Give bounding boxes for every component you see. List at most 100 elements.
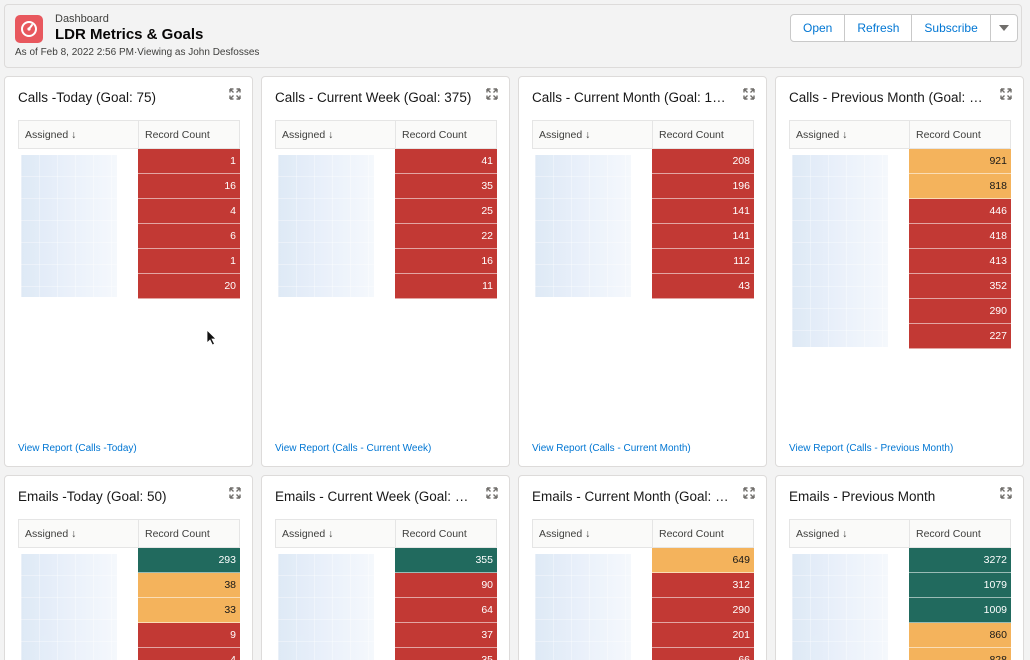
record-count-cell: 1 — [138, 249, 240, 274]
expand-icon[interactable] — [229, 88, 241, 100]
table-header: Assigned ↓ Record Count — [275, 120, 497, 149]
open-button[interactable]: Open — [791, 15, 846, 41]
expand-icon[interactable] — [1000, 487, 1012, 499]
record-count-cell: 413 — [909, 249, 1011, 274]
report-table: Assigned ↓ Record Count 649 312 290 201 … — [532, 519, 754, 660]
view-report-link[interactable]: View Report (Calls -Today) — [18, 443, 137, 454]
assigned-column-header[interactable]: Assigned ↓ — [19, 121, 139, 148]
card-title: Emails - Current Week (Goal: 250) — [275, 489, 475, 504]
table-header: Assigned ↓ Record Count — [18, 519, 240, 548]
dashboard-card: Calls - Current Month (Goal: 1500) Assig… — [518, 76, 767, 467]
record-count-cell: 35 — [395, 648, 497, 660]
table-body: 355 90 64 37 35 — [275, 548, 497, 660]
table-body: 208 196 141 141 112 43 — [532, 149, 754, 299]
record-count-cell: 35 — [395, 174, 497, 199]
dashboard-card: Emails - Current Week (Goal: 250) Assign… — [261, 475, 510, 660]
record-count-cell: 208 — [652, 149, 754, 174]
report-table: Assigned ↓ Record Count 355 90 64 37 35 — [275, 519, 497, 660]
report-table: Assigned ↓ Record Count 293 38 33 9 4 — [18, 519, 240, 660]
record-count-cell: 6 — [138, 224, 240, 249]
assigned-column-header[interactable]: Assigned ↓ — [276, 520, 396, 547]
assigned-column-header[interactable]: Assigned ↓ — [533, 121, 653, 148]
redacted-names — [21, 554, 117, 660]
record-count-column-header[interactable]: Record Count — [145, 527, 210, 540]
record-count-cell: 201 — [652, 623, 754, 648]
assigned-column-header[interactable]: Assigned ↓ — [790, 121, 910, 148]
record-count-cell: 4 — [138, 648, 240, 660]
record-count-column-header[interactable]: Record Count — [402, 128, 467, 141]
record-count-cell: 818 — [909, 174, 1011, 199]
dashboard-card: Emails - Current Month (Goal: 1… Assigne… — [518, 475, 767, 660]
record-count-cell: 16 — [138, 174, 240, 199]
table-body: 293 38 33 9 4 — [18, 548, 240, 660]
record-count-cell: 828 — [909, 648, 1011, 660]
table-body: 3272 1079 1009 860 828 — [789, 548, 1011, 660]
card-title: Emails - Previous Month — [789, 489, 936, 504]
subscribe-button[interactable]: Subscribe — [912, 15, 991, 41]
record-count-column-header[interactable]: Record Count — [659, 527, 724, 540]
card-title: Calls -Today (Goal: 75) — [18, 90, 157, 105]
expand-icon[interactable] — [486, 88, 498, 100]
report-table: Assigned ↓ Record Count 921 818 446 418 … — [789, 120, 1011, 349]
table-row[interactable]: 64 — [275, 598, 497, 623]
card-title: Emails - Current Month (Goal: 1… — [532, 489, 732, 504]
record-count-column-header[interactable]: Record Count — [402, 527, 467, 540]
mouse-cursor-icon — [207, 330, 217, 346]
assigned-column-header[interactable]: Assigned ↓ — [276, 121, 396, 148]
view-report-link[interactable]: View Report (Calls - Current Week) — [275, 443, 432, 454]
redacted-names — [278, 554, 374, 660]
record-count-cell: 1 — [138, 149, 240, 174]
record-count-cell: 196 — [652, 174, 754, 199]
dashboard-card: Emails -Today (Goal: 50) Assigned ↓ Reco… — [4, 475, 253, 660]
table-header: Assigned ↓ Record Count — [789, 120, 1011, 149]
view-report-link[interactable]: View Report (Calls - Current Month) — [532, 443, 691, 454]
record-count-cell: 3272 — [909, 548, 1011, 573]
assigned-column-header[interactable]: Assigned ↓ — [19, 520, 139, 547]
assigned-column-header[interactable]: Assigned ↓ — [533, 520, 653, 547]
expand-icon[interactable] — [486, 487, 498, 499]
assigned-column-header[interactable]: Assigned ↓ — [790, 520, 910, 547]
dashboard-card: Calls - Previous Month (Goal: 15… Assign… — [775, 76, 1024, 467]
report-table: Assigned ↓ Record Count 208 196 141 141 … — [532, 120, 754, 299]
record-count-column-header[interactable]: Record Count — [145, 128, 210, 141]
record-count-column-header[interactable]: Record Count — [659, 128, 724, 141]
record-count-cell: 921 — [909, 149, 1011, 174]
header-actions: Open Refresh Subscribe — [790, 14, 1018, 42]
dashboard-card: Emails - Previous Month Assigned ↓ Recor… — [775, 475, 1024, 660]
view-report-link[interactable]: View Report (Calls - Previous Month) — [789, 443, 954, 454]
record-count-column-header[interactable]: Record Count — [916, 128, 981, 141]
record-count-cell: 418 — [909, 224, 1011, 249]
expand-icon[interactable] — [743, 88, 755, 100]
record-count-cell: 352 — [909, 274, 1011, 299]
redacted-names — [792, 554, 888, 660]
record-count-cell: 141 — [652, 224, 754, 249]
expand-icon[interactable] — [229, 487, 241, 499]
refresh-button[interactable]: Refresh — [845, 15, 913, 41]
record-count-column-header[interactable]: Record Count — [916, 527, 981, 540]
record-count-cell: 64 — [395, 598, 497, 623]
record-count-cell: 66 — [652, 648, 754, 660]
record-count-cell: 4 — [138, 199, 240, 224]
table-body: 649 312 290 201 66 — [532, 548, 754, 660]
record-count-cell: 16 — [395, 249, 497, 274]
record-count-cell: 293 — [138, 548, 240, 573]
redacted-names — [21, 155, 117, 297]
record-count-cell: 141 — [652, 199, 754, 224]
dashboard-header: Dashboard LDR Metrics & Goals As of Feb … — [4, 4, 1022, 68]
dashboard-gauge-icon — [15, 15, 43, 43]
expand-icon[interactable] — [743, 487, 755, 499]
more-actions-button[interactable] — [991, 15, 1017, 41]
report-table: Assigned ↓ Record Count 3272 1079 1009 8… — [789, 519, 1011, 660]
record-count-cell: 227 — [909, 324, 1011, 349]
record-count-cell: 860 — [909, 623, 1011, 648]
table-body: 921 818 446 418 413 352 290 227 — [789, 149, 1011, 349]
record-count-cell: 25 — [395, 199, 497, 224]
record-count-cell: 22 — [395, 224, 497, 249]
expand-icon[interactable] — [1000, 88, 1012, 100]
record-count-cell: 37 — [395, 623, 497, 648]
record-count-cell: 355 — [395, 548, 497, 573]
table-row[interactable]: 921 — [789, 149, 1011, 174]
redacted-names — [535, 155, 631, 297]
record-count-cell: 9 — [138, 623, 240, 648]
chevron-down-icon — [998, 25, 1009, 31]
